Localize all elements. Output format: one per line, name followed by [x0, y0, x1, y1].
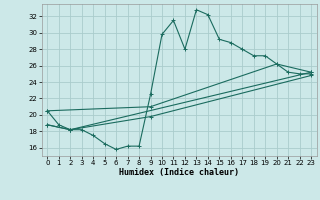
X-axis label: Humidex (Indice chaleur): Humidex (Indice chaleur) [119, 168, 239, 177]
